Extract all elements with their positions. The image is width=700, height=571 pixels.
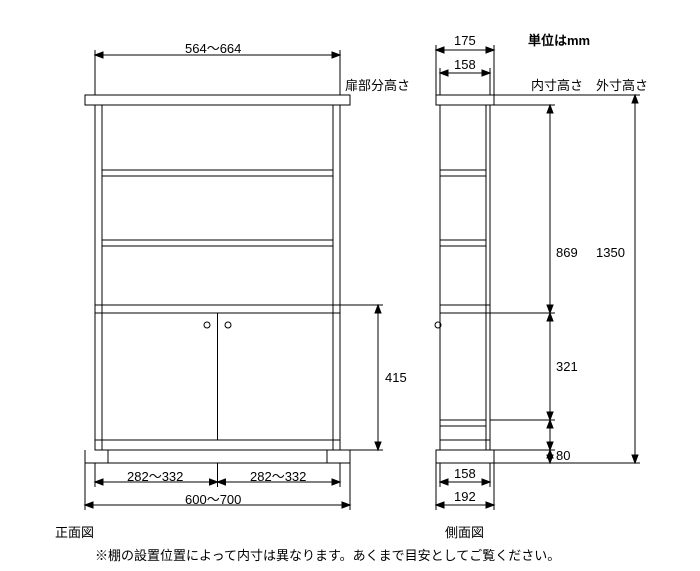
inner-height-header: 内寸高さ — [531, 75, 583, 94]
dim-outer-total: 1350 — [596, 245, 625, 260]
dim-inner-mid: 321 — [556, 359, 578, 374]
dim-bottom-width: 600～700 — [185, 489, 241, 508]
dim-outer-depth: 192 — [454, 489, 476, 504]
outer-height-header: 外寸高さ — [596, 75, 648, 94]
dim-side-top-inner: 158 — [454, 57, 476, 72]
dim-front-top-width: 564～664 — [185, 38, 241, 57]
dim-panel-right: 282～332 — [250, 466, 306, 485]
unit-label: 単位はmm — [528, 30, 590, 49]
footnote: ※棚の設置位置によって内寸は異なります。あくまで目安としてご覧ください。 — [95, 545, 560, 564]
dim-inner-upper: 869 — [556, 245, 578, 260]
door-height-header: 扉部分高さ — [345, 75, 410, 94]
dim-side-top-outer: 175 — [454, 33, 476, 48]
side-elevation — [435, 95, 494, 463]
front-elevation — [85, 95, 350, 463]
dim-inner-depth: 158 — [454, 466, 476, 481]
side-view-title: 側面図 — [445, 522, 484, 541]
front-view-title: 正面図 — [55, 522, 94, 541]
diagram-stage: 単位はmm 564～664 扉部分高さ 415 282～332 282～332 … — [0, 0, 700, 571]
dim-panel-left: 282～332 — [127, 466, 183, 485]
front-dimensions — [85, 50, 383, 510]
dim-inner-base: 80 — [556, 448, 570, 463]
dim-door-height: 415 — [385, 370, 407, 385]
